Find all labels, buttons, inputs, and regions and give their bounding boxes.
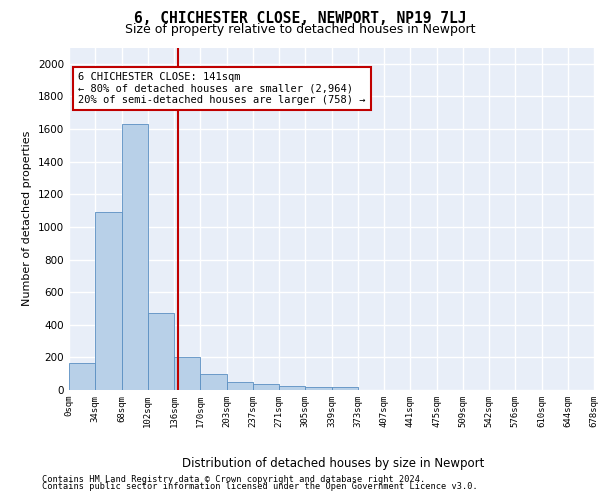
Bar [279, 386, 305, 390]
Bar [121, 124, 148, 390]
Text: 6 CHICHESTER CLOSE: 141sqm
← 80% of detached houses are smaller (2,964)
20% of s: 6 CHICHESTER CLOSE: 141sqm ← 80% of deta… [78, 72, 365, 105]
Text: Contains public sector information licensed under the Open Government Licence v3: Contains public sector information licen… [42, 482, 478, 491]
Bar [200, 374, 227, 390]
Bar [174, 358, 200, 390]
Bar [305, 386, 331, 390]
Text: Contains HM Land Registry data © Crown copyright and database right 2024.: Contains HM Land Registry data © Crown c… [42, 475, 425, 484]
Y-axis label: Number of detached properties: Number of detached properties [22, 131, 32, 306]
Bar [227, 382, 253, 390]
Text: 6, CHICHESTER CLOSE, NEWPORT, NP19 7LJ: 6, CHICHESTER CLOSE, NEWPORT, NP19 7LJ [134, 11, 466, 26]
Bar [95, 212, 121, 390]
Bar [69, 363, 95, 390]
Text: Distribution of detached houses by size in Newport: Distribution of detached houses by size … [182, 458, 484, 470]
Text: Size of property relative to detached houses in Newport: Size of property relative to detached ho… [125, 22, 475, 36]
Bar [331, 386, 358, 390]
Bar [148, 312, 174, 390]
Bar [253, 384, 279, 390]
